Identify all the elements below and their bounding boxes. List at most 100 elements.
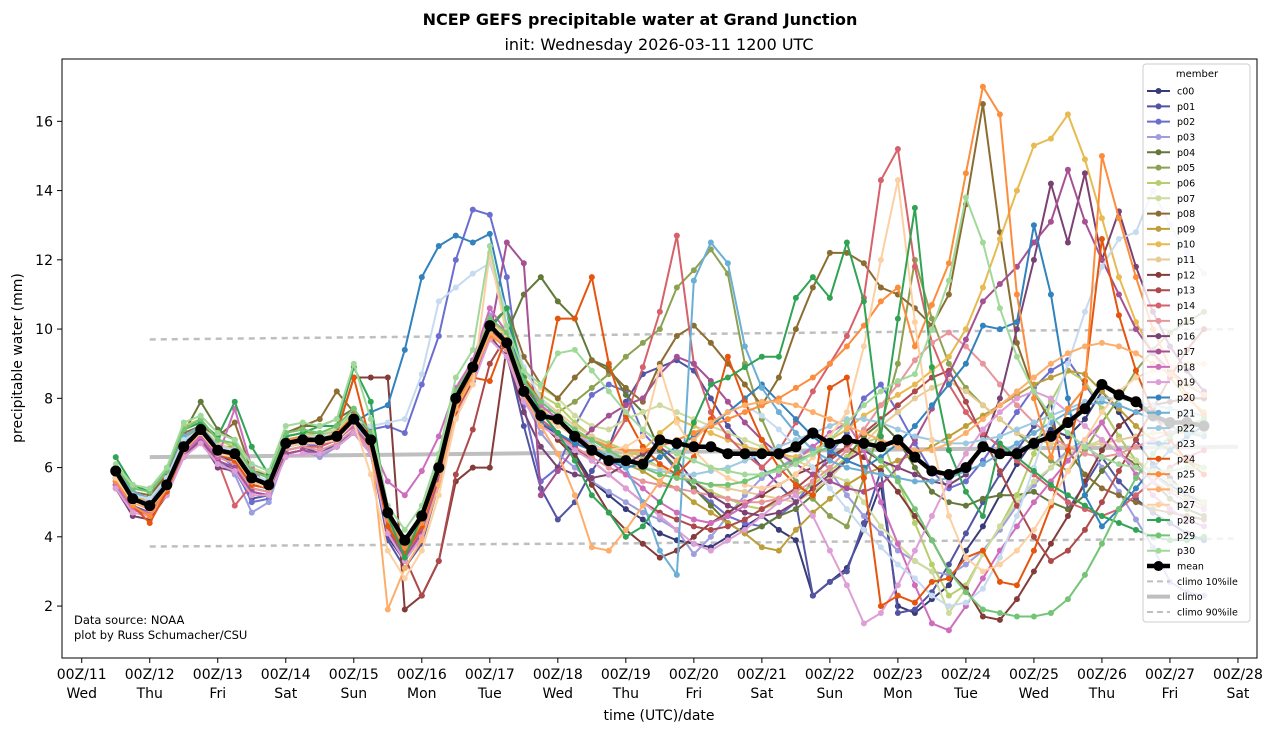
data-point-p26 xyxy=(690,436,697,443)
data-point-p23 xyxy=(418,371,425,378)
data-point-p19 xyxy=(316,450,323,457)
data-point-p21 xyxy=(690,277,697,284)
x-tick-weekday: Mon xyxy=(407,686,437,702)
legend-entry: p05 xyxy=(1147,163,1195,174)
legend-entry: p01 xyxy=(1147,102,1195,113)
data-point-p18 xyxy=(724,513,731,520)
data-point-c00 xyxy=(979,523,986,530)
data-point-p17 xyxy=(622,402,629,409)
data-point-p30 xyxy=(537,381,544,388)
data-point-p30 xyxy=(265,468,272,475)
data-point-p11 xyxy=(1047,440,1054,447)
data-point-p12 xyxy=(469,464,476,471)
data-point-p18 xyxy=(1064,457,1071,464)
data-point-p01 xyxy=(911,606,918,613)
legend-label: p21 xyxy=(1177,408,1195,419)
data-point-p23 xyxy=(809,464,816,471)
x-tick-weekday: Tue xyxy=(953,686,978,702)
data-point-p14 xyxy=(843,332,850,339)
data-point-p22 xyxy=(775,443,782,450)
mean-point xyxy=(569,430,581,442)
data-point-p25 xyxy=(894,284,901,291)
data-point-p29 xyxy=(537,398,544,405)
data-point-p26 xyxy=(911,447,918,454)
data-point-p05 xyxy=(656,326,663,333)
data-point-p16 xyxy=(775,509,782,516)
data-point-p30 xyxy=(367,416,374,423)
data-point-p29 xyxy=(588,436,595,443)
data-point-p25 xyxy=(826,360,833,367)
data-point-p02 xyxy=(248,499,255,506)
data-point-p21 xyxy=(1030,429,1037,436)
mean-point xyxy=(467,361,479,373)
legend-marker xyxy=(1155,363,1162,370)
mean-point xyxy=(909,451,921,463)
mean-point xyxy=(297,434,309,446)
data-point-p20 xyxy=(996,326,1003,333)
data-point-p30 xyxy=(1064,429,1071,436)
data-point-p15 xyxy=(979,360,986,367)
data-point-p20 xyxy=(656,454,663,461)
mean-point xyxy=(943,468,955,480)
data-point-p02 xyxy=(486,211,493,218)
data-point-p21 xyxy=(928,478,935,485)
data-point-p04 xyxy=(962,502,969,509)
data-point-p16 xyxy=(707,492,714,499)
mean-point xyxy=(841,434,853,446)
data-point-p17 xyxy=(639,395,646,402)
legend-label: climo 10%ile xyxy=(1177,577,1238,588)
data-point-p26 xyxy=(1013,388,1020,395)
legend-marker xyxy=(1155,302,1162,309)
x-tick-weekday: Thu xyxy=(1088,686,1115,702)
data-point-p25 xyxy=(1098,152,1105,159)
legend-label: p28 xyxy=(1177,516,1195,527)
data-point-p16 xyxy=(1064,239,1071,246)
data-point-p28 xyxy=(928,364,935,371)
legend-label: p29 xyxy=(1177,531,1195,542)
data-point-p28 xyxy=(826,294,833,301)
data-point-p24 xyxy=(486,378,493,385)
legend-entry: climo 10%ile xyxy=(1147,577,1238,588)
legend-label: p01 xyxy=(1177,102,1195,113)
data-point-p19 xyxy=(996,409,1003,416)
data-point-p23 xyxy=(860,526,867,533)
x-tick-weekday: Fri xyxy=(1162,686,1179,702)
data-point-p28 xyxy=(877,433,884,440)
data-point-p03 xyxy=(265,499,272,506)
mean-point xyxy=(586,444,598,456)
data-point-p08 xyxy=(1098,485,1105,492)
data-point-p08 xyxy=(231,419,238,426)
data-point-p19 xyxy=(860,620,867,627)
data-point-p23 xyxy=(1115,236,1122,243)
data-point-p28 xyxy=(367,398,374,405)
legend-marker xyxy=(1155,210,1162,217)
data-point-p11 xyxy=(894,409,901,416)
data-point-p09 xyxy=(1132,423,1139,430)
data-point-p23 xyxy=(1064,360,1071,367)
data-point-c00 xyxy=(945,582,952,589)
data-point-p12 xyxy=(1098,447,1105,454)
data-point-p10 xyxy=(1013,187,1020,194)
data-point-p17 xyxy=(962,336,969,343)
data-point-p20 xyxy=(452,232,459,239)
data-point-p30 xyxy=(112,461,119,468)
data-point-c00 xyxy=(792,537,799,544)
legend-entry: p14 xyxy=(1147,301,1195,312)
legend-marker xyxy=(1155,471,1162,478)
mean-point xyxy=(314,434,326,446)
legend-entry: p21 xyxy=(1147,408,1195,419)
mean-point xyxy=(110,465,122,477)
data-point-p13 xyxy=(724,523,731,530)
data-point-p12 xyxy=(1047,540,1054,547)
data-point-p10 xyxy=(945,353,952,360)
x-tick-label: 00Z/26 xyxy=(1077,667,1127,683)
data-point-p20 xyxy=(945,381,952,388)
data-point-c00 xyxy=(1081,416,1088,423)
mean-point xyxy=(875,441,887,453)
data-point-p28 xyxy=(1098,513,1105,520)
data-point-p28 xyxy=(673,464,680,471)
data-point-p13 xyxy=(707,526,714,533)
legend-entry: p17 xyxy=(1147,347,1195,358)
data-point-p01 xyxy=(520,423,527,430)
